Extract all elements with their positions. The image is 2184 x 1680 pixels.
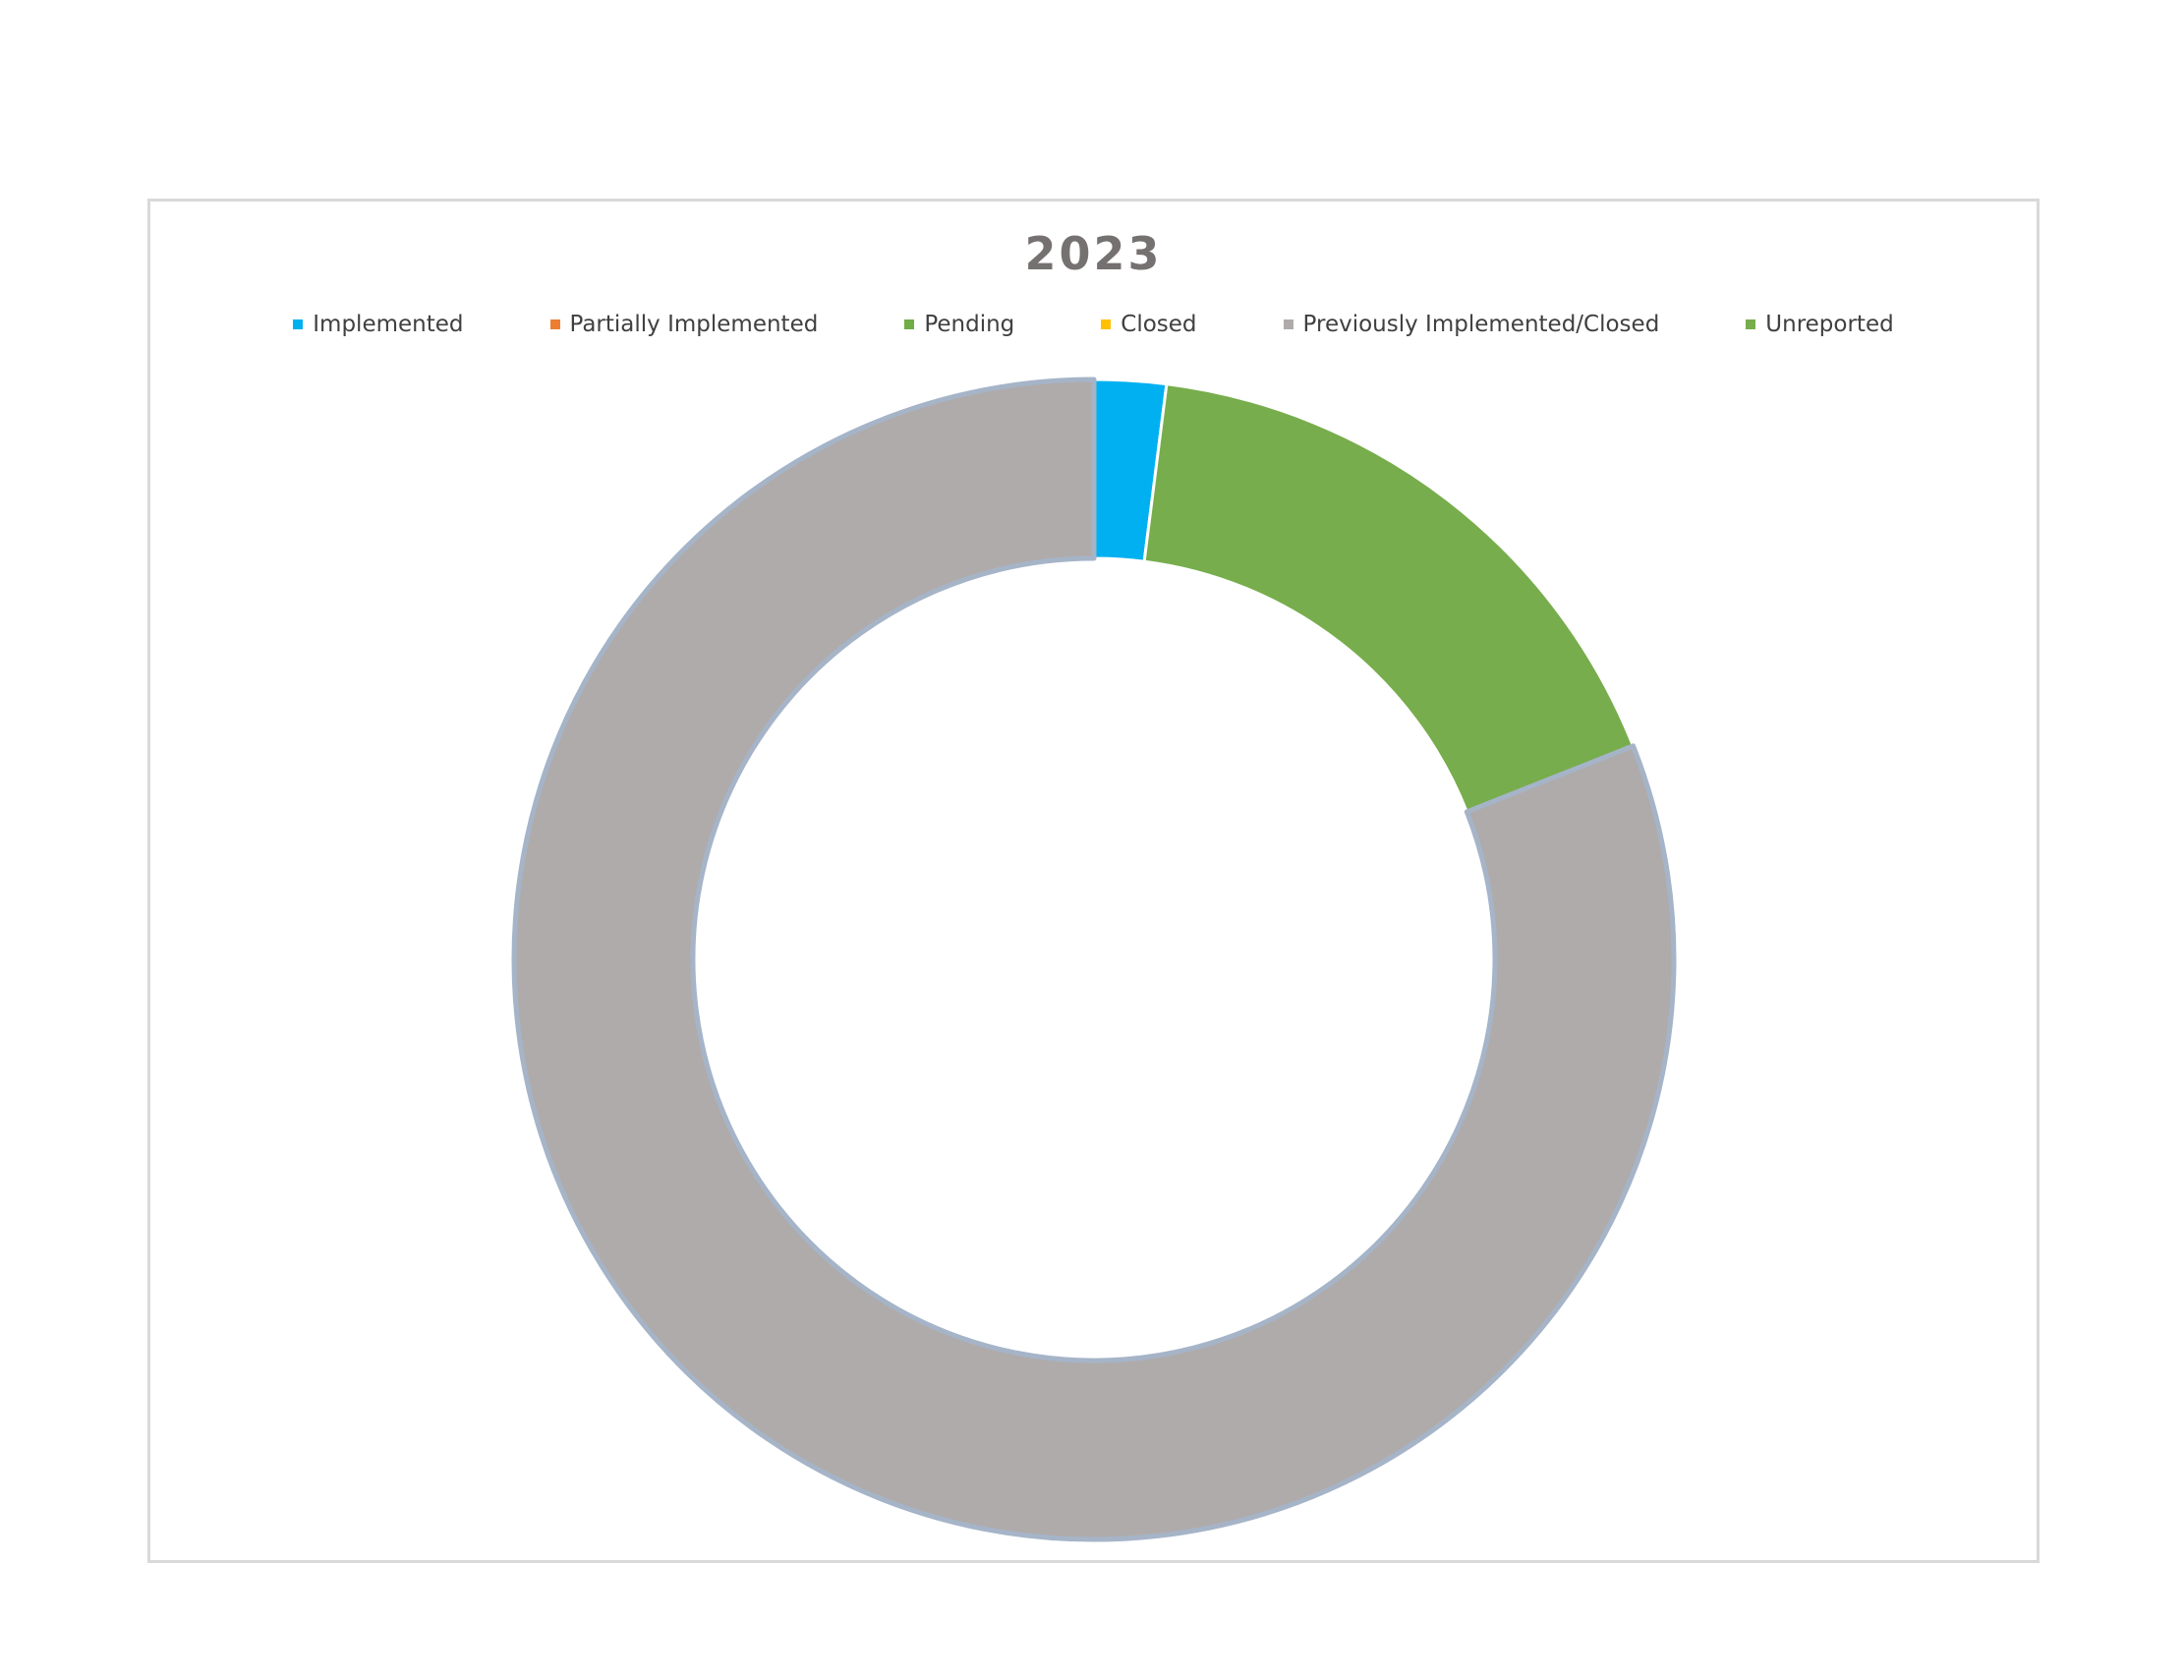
legend-item-pending: Pending — [904, 312, 1014, 337]
legend-item-unreported: Unreported — [1746, 312, 1894, 337]
legend-swatch — [1101, 319, 1112, 329]
legend-swatch — [549, 319, 560, 329]
legend-label: Implemented — [313, 312, 464, 337]
legend-item-previously-implemented-closed: Previously Implemented/Closed — [1283, 312, 1660, 337]
legend-item-implemented: Implemented — [293, 312, 464, 337]
legend-swatch — [904, 319, 915, 329]
legend-label: Partially Implemented — [569, 312, 819, 337]
legend-swatch — [293, 319, 304, 329]
legend-swatch — [1746, 319, 1756, 329]
legend-label: Closed — [1121, 312, 1197, 337]
legend-label: Pending — [924, 312, 1015, 337]
legend-item-closed: Closed — [1101, 312, 1197, 337]
donut-slice-previously-implemented-closed — [511, 377, 1677, 1542]
legend-label: Previously Implemented/Closed — [1302, 312, 1660, 337]
chart-frame: 2023 Implemented Partially Implemented P… — [147, 199, 2040, 1563]
legend-label: Unreported — [1765, 312, 1894, 337]
legend-swatch — [1283, 319, 1293, 329]
chart-legend: Implemented Partially Implemented Pendin… — [150, 312, 2037, 337]
donut-chart — [511, 377, 1677, 1542]
chart-title: 2023 — [1024, 227, 1163, 280]
legend-item-partially-implemented: Partially Implemented — [549, 312, 819, 337]
donut-slice-unreported — [1142, 382, 1636, 814]
